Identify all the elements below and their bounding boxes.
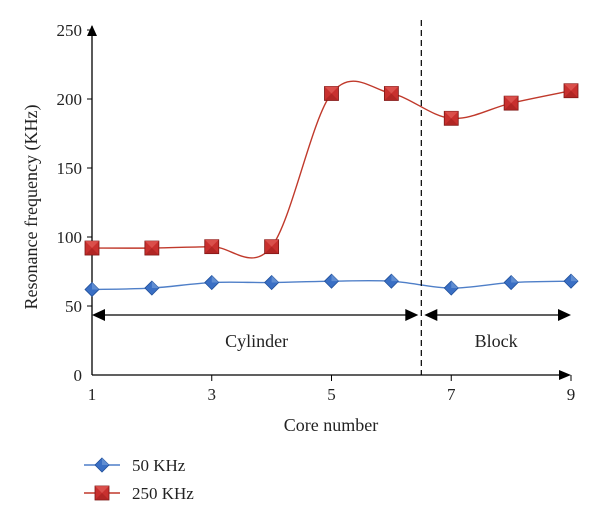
x-tick-label: 5 [327, 385, 336, 404]
y-axis-title: Resonance frequency (KHz) [21, 105, 42, 310]
square-marker-shadow [504, 103, 519, 111]
diamond-marker-shade [211, 275, 219, 283]
region-label: Block [475, 331, 518, 351]
square-marker-shade [264, 239, 279, 247]
diamond-marker-shade [92, 282, 99, 290]
square-marker-shadow [144, 248, 159, 256]
x-tick-label: 1 [88, 385, 97, 404]
legend-square-marker-shade [95, 486, 109, 493]
region-arrow-left [424, 309, 438, 321]
x-tick-label: 9 [567, 385, 576, 404]
region-annotations: Cylinder Block [92, 20, 571, 375]
square-marker-shade [384, 86, 399, 94]
series-lines [91, 80, 572, 291]
square-marker-shade [324, 86, 339, 94]
diamond-marker-shade [271, 275, 279, 283]
data-markers [84, 83, 579, 298]
diamond-marker-shade [331, 274, 339, 282]
region-arrow-right [405, 309, 419, 321]
x-axis-arrow [559, 370, 571, 380]
square-marker-shade [564, 83, 578, 91]
legend-label: 250 KHz [132, 484, 194, 503]
y-tick-label: 50 [65, 297, 82, 316]
x-tick-label: 7 [447, 385, 456, 404]
region-arrow-right [558, 309, 571, 321]
square-marker-shade [144, 241, 159, 249]
diamond-marker-shade [571, 274, 578, 282]
square-marker-shade [85, 241, 99, 249]
square-marker-shade [204, 239, 219, 247]
y-tick-label: 0 [74, 366, 83, 385]
region-label: Cylinder [225, 331, 288, 351]
x-tick-label: 3 [208, 385, 217, 404]
legend-label: 50 KHz [132, 456, 186, 475]
square-marker-shadow [444, 118, 459, 126]
diamond-marker-shade [151, 281, 159, 289]
y-tick-label: 200 [57, 90, 83, 109]
square-marker-shade [444, 111, 459, 119]
axes [87, 25, 571, 380]
diamond-marker-shade [511, 275, 519, 283]
square-marker-shade [504, 96, 519, 104]
diamond-marker-shade [451, 281, 459, 289]
square-marker-shadow [85, 248, 99, 256]
square-marker-shadow [564, 90, 578, 98]
square-marker-shadow [384, 93, 399, 101]
ticks: 0 50 100 150 200 250 1 3 5 7 9 [57, 21, 576, 404]
y-tick-label: 100 [57, 228, 83, 247]
y-tick-label: 150 [57, 159, 83, 178]
square-marker-shadow [204, 246, 219, 254]
legend-square-marker-shadow [95, 493, 109, 500]
square-marker-shadow [324, 93, 339, 101]
diamond-marker-shade [391, 274, 399, 282]
legend: 50 KHz 250 KHz [84, 456, 194, 503]
square-marker-shadow [264, 246, 279, 254]
y-tick-label: 250 [57, 21, 83, 40]
x-axis-title: Core number [284, 415, 378, 435]
legend-diamond-marker-shade [102, 458, 109, 465]
region-arrow-left [92, 309, 105, 321]
series-line-250khz [91, 80, 572, 259]
